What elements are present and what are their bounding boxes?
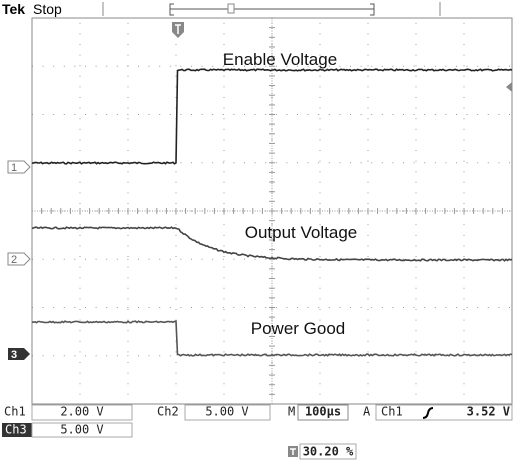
- ch1-marker: 1: [7, 160, 31, 174]
- channel-number: 1: [11, 162, 17, 174]
- ch2-marker: 2: [7, 252, 31, 266]
- enable-trace: [31, 68, 513, 165]
- ch1-scale: 2.00 V: [60, 405, 103, 419]
- trigger-source: Ch1: [381, 405, 403, 419]
- ch3-label: Ch3: [5, 423, 27, 437]
- record-marker: [227, 3, 235, 14]
- ch3-marker: 3: [8, 348, 30, 361]
- power-good-trace: [31, 320, 513, 357]
- ch1-label: Ch1: [4, 405, 26, 419]
- trigger-position-marker: [172, 22, 184, 38]
- trace-label: Output Voltage: [245, 223, 357, 242]
- trigger-slope: [422, 407, 434, 419]
- channel-number: 3: [11, 349, 17, 361]
- trigger-mode: A: [363, 405, 371, 419]
- channel-number: 2: [11, 254, 17, 266]
- trigger-level-marker: [506, 82, 512, 92]
- timebase-label: M: [288, 405, 295, 419]
- readout-box: [299, 443, 357, 460]
- graticule: [31, 17, 512, 405]
- trigger-level: 3.52 V: [467, 405, 510, 419]
- readout-box: [31, 404, 133, 421]
- readout-box: [184, 404, 271, 421]
- timebase-scale: 100µs: [305, 405, 341, 419]
- ch2-label: Ch2: [157, 405, 179, 419]
- ch3-scale: 5.00 V: [60, 423, 103, 437]
- trace-label: Enable Voltage: [223, 50, 337, 69]
- brand: Tek: [2, 1, 25, 17]
- acquisition-status: Stop: [33, 1, 62, 17]
- ch3-label-bg: [2, 423, 32, 437]
- readout-box: [375, 404, 513, 421]
- screen-border: [31, 17, 513, 405]
- readout-box: [31, 422, 133, 438]
- output-trace: [31, 226, 513, 262]
- record-view-bracket: [169, 3, 375, 16]
- ch2-scale: 5.00 V: [205, 405, 248, 419]
- readout-box: [297, 404, 349, 421]
- trace-label: Power Good: [251, 319, 346, 338]
- trigger-position-icon: [288, 446, 298, 457]
- trigger-position: 30.20 %: [303, 445, 354, 459]
